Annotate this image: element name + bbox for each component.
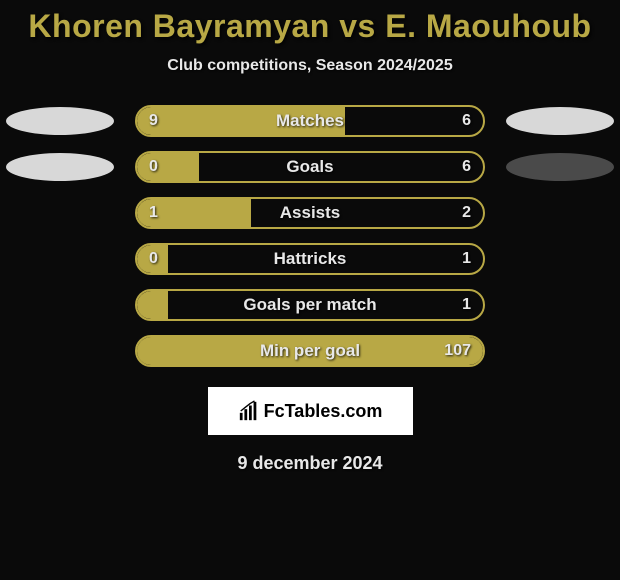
left-value: 9 bbox=[149, 112, 158, 130]
left-side bbox=[0, 289, 120, 321]
stat-row: 0 6 Goals bbox=[0, 151, 620, 183]
stat-bar: 1 2 Assists bbox=[135, 197, 485, 229]
date-label: 9 december 2024 bbox=[0, 453, 620, 474]
left-value: 1 bbox=[149, 204, 158, 222]
stat-bar: 9 6 Matches bbox=[135, 105, 485, 137]
left-value: 0 bbox=[149, 158, 158, 176]
chart-icon bbox=[238, 400, 260, 422]
left-side bbox=[0, 105, 120, 137]
subtitle: Club competitions, Season 2024/2025 bbox=[0, 57, 620, 75]
right-side bbox=[500, 335, 620, 367]
left-side bbox=[0, 197, 120, 229]
right-value: 1 bbox=[462, 296, 471, 314]
page-title: Khoren Bayramyan vs E. Maouhoub bbox=[0, 8, 620, 45]
right-value: 1 bbox=[462, 250, 471, 268]
right-value: 6 bbox=[462, 112, 471, 130]
stat-row: 1 Goals per match bbox=[0, 289, 620, 321]
right-value: 107 bbox=[444, 342, 471, 360]
player-marker-right bbox=[506, 153, 614, 181]
stat-label: Hattricks bbox=[274, 249, 347, 269]
right-side bbox=[500, 243, 620, 275]
stat-label: Min per goal bbox=[260, 341, 360, 361]
branding-text: FcTables.com bbox=[264, 401, 383, 422]
stat-row: 1 2 Assists bbox=[0, 197, 620, 229]
stat-label: Goals bbox=[286, 157, 333, 177]
left-side bbox=[0, 151, 120, 183]
stat-row: 107 Min per goal bbox=[0, 335, 620, 367]
left-side bbox=[0, 335, 120, 367]
stat-rows: 9 6 Matches 0 6 Goals 1 2 Assists 0 1 Hattricks 1 Goa… bbox=[0, 105, 620, 367]
player-marker-left bbox=[6, 107, 114, 135]
stat-row: 9 6 Matches bbox=[0, 105, 620, 137]
comparison-infographic: Khoren Bayramyan vs E. Maouhoub Club com… bbox=[0, 0, 620, 474]
player-marker-right bbox=[506, 107, 614, 135]
stat-bar: 0 6 Goals bbox=[135, 151, 485, 183]
stat-bar: 0 1 Hattricks bbox=[135, 243, 485, 275]
bar-fill-left bbox=[137, 291, 168, 319]
bar-fill-left bbox=[137, 153, 199, 181]
stat-bar: 107 Min per goal bbox=[135, 335, 485, 367]
stat-label: Assists bbox=[280, 203, 340, 223]
stat-row: 0 1 Hattricks bbox=[0, 243, 620, 275]
right-side bbox=[500, 151, 620, 183]
right-side bbox=[500, 197, 620, 229]
right-side bbox=[500, 105, 620, 137]
right-value: 6 bbox=[462, 158, 471, 176]
branding-badge: FcTables.com bbox=[208, 387, 413, 435]
stat-bar: 1 Goals per match bbox=[135, 289, 485, 321]
stat-label: Goals per match bbox=[243, 295, 376, 315]
right-side bbox=[500, 289, 620, 321]
left-value: 0 bbox=[149, 250, 158, 268]
player-marker-left bbox=[6, 153, 114, 181]
left-side bbox=[0, 243, 120, 275]
right-value: 2 bbox=[462, 204, 471, 222]
stat-label: Matches bbox=[276, 111, 344, 131]
